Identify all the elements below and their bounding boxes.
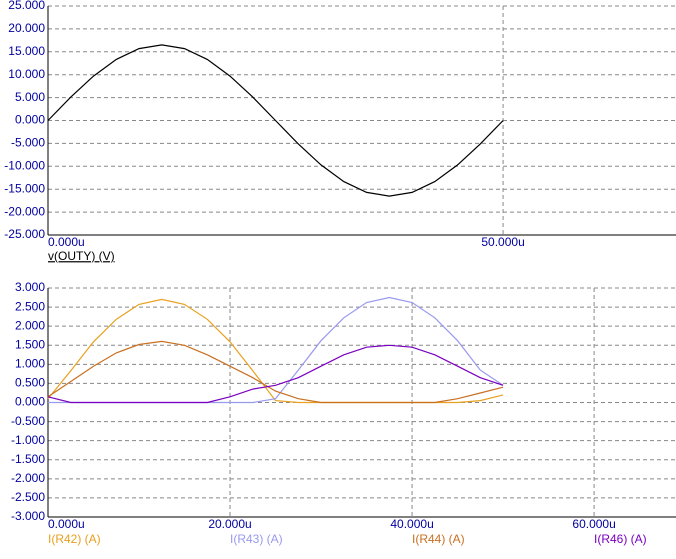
legend-entry: v(OUTY) (V) [48, 249, 115, 263]
series-line [47, 344, 504, 404]
y-tick-label: 1.000 [15, 357, 45, 371]
y-tick-label: 1.500 [15, 337, 45, 351]
y-tick-label: 5.000 [15, 90, 45, 104]
series-line [47, 298, 504, 404]
series-line [48, 296, 504, 404]
y-tick-label: 2.000 [15, 318, 45, 332]
legend-entry: I(R44) (A) [412, 532, 465, 546]
y-tick-label: 20.000 [8, 21, 45, 35]
y-tick-label: -3.000 [11, 509, 45, 523]
y-tick-label: 2.500 [15, 299, 45, 313]
legend-entry: I(R46) (A) [594, 532, 647, 546]
x-tick-label: 60.000u [572, 517, 615, 531]
y-tick-label: -2.000 [11, 471, 45, 485]
y-tick-label: -5.000 [11, 136, 45, 150]
series-line [47, 340, 504, 404]
y-tick-label: 15.000 [8, 44, 45, 58]
x-tick-label: 40.000u [390, 517, 433, 531]
y-tick-label: -1.500 [11, 452, 45, 466]
x-tick-label: 50.000u [481, 235, 524, 249]
y-tick-label: -0.500 [11, 414, 45, 428]
y-tick-label: -15.000 [4, 181, 45, 195]
y-tick-label: 10.000 [8, 67, 45, 81]
legend-entry: I(R42) (A) [48, 532, 101, 546]
y-tick-label: 0.000 [15, 113, 45, 127]
y-tick-label: 3.000 [15, 280, 45, 294]
y-tick-label: -25.000 [4, 227, 45, 241]
y-tick-label: 0.500 [15, 376, 45, 390]
x-tick-label: 20.000u [208, 517, 251, 531]
y-tick-label: -20.000 [4, 204, 45, 218]
x-tick-label: 0.000u [48, 517, 85, 531]
y-tick-label: 0.000 [15, 395, 45, 409]
y-tick-label: -1.000 [11, 433, 45, 447]
legend-entry: I(R43) (A) [230, 532, 283, 546]
series-line [47, 44, 504, 197]
y-tick-label: -2.500 [11, 490, 45, 504]
y-tick-label: -10.000 [4, 158, 45, 172]
x-tick-label: 0.000u [48, 235, 85, 249]
y-tick-label: 25.000 [8, 0, 45, 12]
